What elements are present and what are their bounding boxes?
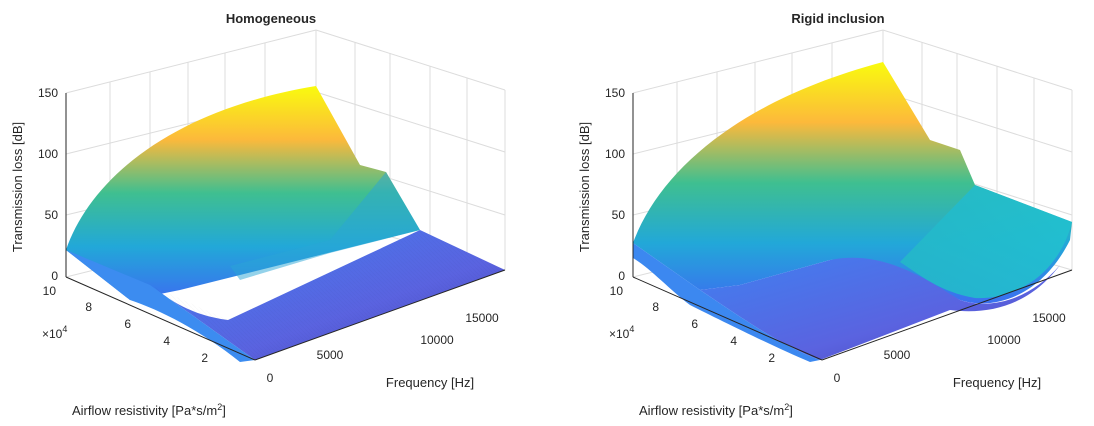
x-tick: 10000 [987,333,1021,347]
z-tick: 150 [605,86,625,100]
plot-homogeneous: 150 100 50 0 10 8 6 4 2 ×104 0 5000 1000… [10,11,506,418]
y-tick: 4 [163,334,170,348]
y-tick: 2 [768,351,775,365]
chart-title: Homogeneous [226,11,316,26]
z-ticks-left: 150 100 50 0 [38,86,58,283]
x-tick: 5000 [884,348,911,362]
x-tick: 15000 [1032,311,1066,325]
y-exponent: ×104 [609,324,634,341]
z-tick: 0 [618,269,625,283]
plot-rigid-inclusion: 150 100 50 0 10 8 6 4 2 ×104 0 5000 1000… [577,11,1073,418]
x-tick: 0 [267,371,274,385]
z-tick: 50 [45,208,59,222]
x-axis-label: Frequency [Hz] [386,375,474,390]
x-ticks-left: 0 5000 10000 15000 [267,311,499,385]
y-tick: 10 [610,284,624,298]
x-tick: 0 [834,371,841,385]
y-ticks-left: 10 8 6 4 2 [43,284,209,365]
x-axis-label: Frequency [Hz] [953,375,1041,390]
z-tick: 100 [605,147,625,161]
y-exponent: ×104 [42,324,67,341]
y-tick: 6 [124,317,131,331]
z-ticks-right: 150 100 50 0 [605,86,625,283]
y-ticks-right: 10 8 6 4 2 [610,284,776,365]
y-axis-label: Airflow resistivity [Pa*s/m2] [72,402,226,418]
surface-rigid-inclusion [633,62,1072,362]
y-tick: 8 [85,300,92,314]
y-tick: 4 [730,334,737,348]
axes-right [632,93,1073,361]
surface-homogeneous [66,86,505,362]
z-tick: 50 [612,208,626,222]
z-tick: 100 [38,147,58,161]
y-tick: 8 [652,300,659,314]
axes-left [65,93,506,361]
z-axis-label: Transmission loss [dB] [10,122,25,252]
z-axis-label: Transmission loss [dB] [577,122,592,252]
x-tick: 10000 [420,333,454,347]
y-tick: 6 [691,317,698,331]
x-tick: 5000 [317,348,344,362]
y-tick: 10 [43,284,57,298]
z-tick: 150 [38,86,58,100]
x-tick: 15000 [465,311,499,325]
y-axis-label: Airflow resistivity [Pa*s/m2] [639,402,793,418]
y-tick: 2 [201,351,208,365]
x-ticks-right: 0 5000 10000 15000 [834,311,1066,385]
chart-title: Rigid inclusion [791,11,884,26]
z-tick: 0 [51,269,58,283]
